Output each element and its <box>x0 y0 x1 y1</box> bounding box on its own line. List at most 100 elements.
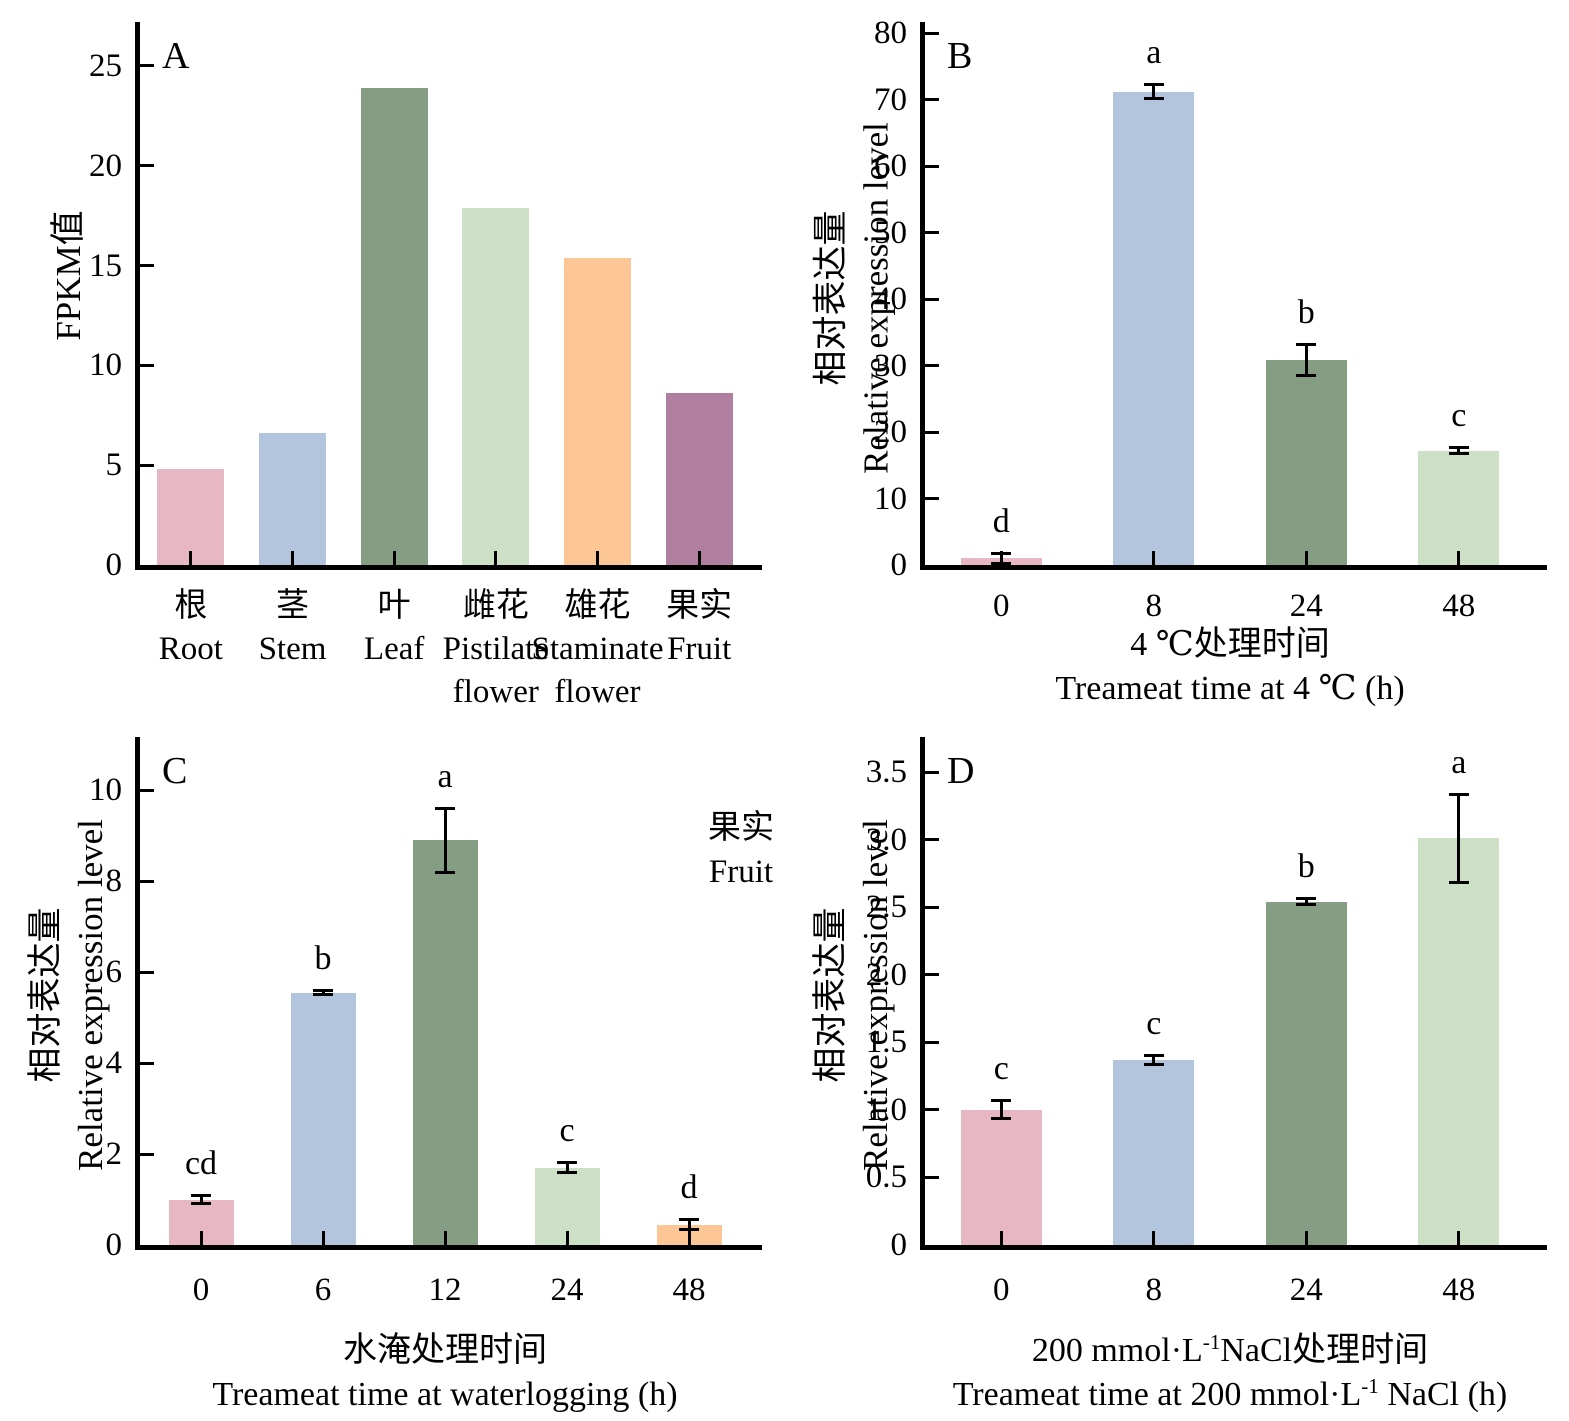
x-tick <box>1304 551 1308 565</box>
error-bar-cap-top <box>1296 343 1317 347</box>
superscript-text: -1 <box>1202 1330 1221 1355</box>
bar-6 <box>290 992 356 1245</box>
error-bar-cap-top <box>1448 446 1469 450</box>
y-tick-label: 4 <box>105 1045 123 1082</box>
x-axis-label-line: Treameat time at 200 mmol·L-1 NaCl (h) <box>835 1373 1569 1420</box>
error-bar-cap-top <box>1143 1054 1164 1058</box>
x-tick-label: 茎 Stem <box>258 588 327 667</box>
panel-b: d a b c 0 10 20 30 40 50 60 70 80 0 8 24 48 4 ℃处理时间 Treame… <box>785 0 1569 710</box>
label-text: 200 mmol·L <box>1031 1332 1203 1369</box>
error-bar-cap-top <box>557 1161 577 1165</box>
panel-letter-a: A <box>162 35 190 77</box>
y-axis-spine <box>920 737 925 1250</box>
error-bar <box>199 1195 203 1204</box>
label-text: NaCl (h) <box>1378 1376 1508 1413</box>
y-axis-spine <box>135 737 140 1250</box>
label-text: Treameat time at 4 ℃ (h) <box>1055 670 1405 707</box>
y-tick <box>140 164 154 168</box>
x-tick <box>697 551 701 565</box>
x-tick-label: 48 <box>1442 588 1476 624</box>
y-tick <box>925 905 939 909</box>
y-tick <box>925 31 939 35</box>
error-bar-cap-top <box>1448 792 1469 796</box>
y-tick-label: 50 <box>874 214 907 251</box>
y-tick <box>925 1040 939 1044</box>
y-tick-label: 2 <box>105 1136 123 1173</box>
y-tick-label: 80 <box>874 15 907 52</box>
x-axis-spine <box>920 1245 1547 1250</box>
label-text: 水淹处理时间 <box>343 1332 547 1369</box>
x-tick-label: 48 <box>1442 1272 1476 1308</box>
panel-a: 0 5 10 15 20 25 根 Root 茎 Stem 叶 Leaf 雌花 Pistilate… <box>0 0 784 710</box>
bar-24 <box>1265 360 1347 565</box>
x-tick <box>321 1231 325 1245</box>
x-tick <box>1457 1231 1461 1245</box>
error-bar <box>1457 793 1461 883</box>
y-tick <box>925 497 939 501</box>
error-bar-cap-bottom <box>557 1171 577 1175</box>
label-text: 4 ℃处理时间 <box>1130 626 1330 663</box>
y-tick <box>925 297 939 301</box>
y-tick-label: 40 <box>874 281 907 318</box>
bar-staminate <box>564 257 631 565</box>
y-tick-label: 2.0 <box>865 956 907 993</box>
y-tick-label: 10 <box>874 480 907 517</box>
y-tick <box>925 973 939 977</box>
bar-pistilate <box>462 207 530 565</box>
significance-letter: c <box>1451 397 1467 435</box>
y-tick <box>140 1152 154 1156</box>
significance-letter: a <box>1146 34 1162 72</box>
bar-8 <box>1113 91 1195 565</box>
label-text: Treameat time at waterlogging (h) <box>212 1376 678 1413</box>
error-bar-cap-bottom <box>191 1201 211 1205</box>
panel-d: c c b a 0 0.5 1.0 1.5 2.0 2.5 3.0 3.5 0 8 24 48 200 mmol… <box>785 710 1569 1421</box>
x-tick-label: 24 <box>550 1272 584 1308</box>
significance-letter: b <box>1297 294 1315 332</box>
x-tick <box>199 1231 203 1245</box>
significance-letter: d <box>992 503 1010 541</box>
significance-letter: b <box>1297 848 1315 886</box>
y-tick <box>925 770 939 774</box>
y-tick-label: 0 <box>105 1227 123 1263</box>
x-tick <box>1152 1231 1156 1245</box>
significance-letter: cd <box>184 1145 218 1183</box>
y-tick <box>140 788 154 792</box>
x-tick-label: 根 Root <box>158 588 223 667</box>
y-tick <box>140 363 154 367</box>
error-bar-cap-bottom <box>679 1228 699 1231</box>
x-tick <box>392 551 396 565</box>
x-tick-label: 叶 Leaf <box>363 588 425 667</box>
bar-12 <box>412 840 478 1245</box>
x-tick <box>999 551 1003 565</box>
bar-48 <box>1418 450 1500 565</box>
error-bar-cap-top <box>313 989 333 992</box>
error-bar-cap-bottom <box>1448 880 1469 884</box>
y-tick <box>925 1108 939 1112</box>
y-tick-label: 6 <box>105 954 123 991</box>
label-text: Treameat time at 200 mmol·L <box>952 1376 1362 1413</box>
x-tick <box>687 1231 691 1245</box>
error-bar-cap-bottom <box>991 1117 1012 1121</box>
y-tick <box>925 430 939 434</box>
y-tick-label: 25 <box>89 47 122 84</box>
y-tick <box>140 264 154 268</box>
y-tick <box>140 1061 154 1065</box>
error-bar-cap-bottom <box>313 993 333 997</box>
error-bar <box>1457 447 1461 454</box>
x-tick-label: 24 <box>1289 1272 1323 1308</box>
x-axis-label-line: Treameat time at waterlogging (h) <box>50 1373 840 1417</box>
y-tick-label: 0.5 <box>865 1159 907 1196</box>
significance-letter: a <box>1451 743 1467 781</box>
x-tick <box>999 1231 1003 1245</box>
panel-c: cd b a c d 0 2 4 6 8 10 0 6 12 24 48 水淹处理时间 Treameat time… <box>0 710 784 1421</box>
y-tick-label: 60 <box>874 148 907 185</box>
y-axis-spine <box>135 22 140 570</box>
error-bar-cap-bottom <box>1296 374 1317 378</box>
x-tick-label: 48 <box>672 1272 706 1308</box>
x-tick <box>189 551 193 565</box>
bar-stem <box>259 433 326 565</box>
panel-letter-d: D <box>947 750 975 792</box>
x-axis-label-line: 4 ℃处理时间 <box>835 623 1569 667</box>
x-tick-label: 8 <box>1145 588 1163 624</box>
